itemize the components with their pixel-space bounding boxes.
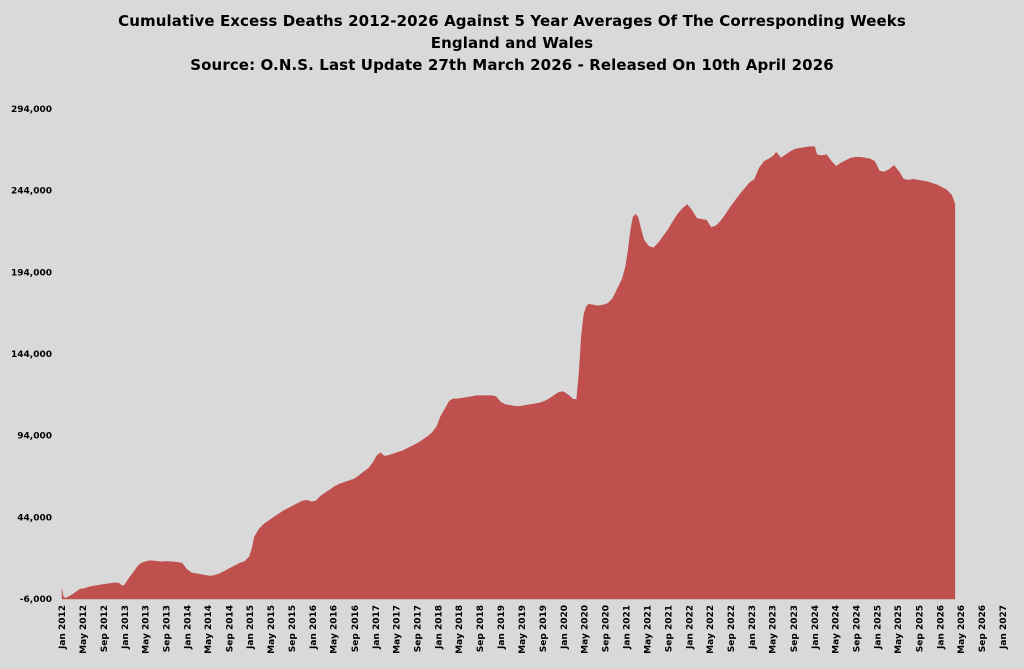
x-tick-label: Sep 2023 bbox=[790, 605, 800, 652]
x-tick-label: Sep 2021 bbox=[664, 605, 674, 652]
x-tick-label: May 2015 bbox=[267, 605, 277, 654]
x-tick-label: May 2018 bbox=[455, 605, 465, 654]
x-tick-label: May 2017 bbox=[392, 605, 402, 654]
x-tick-label: May 2020 bbox=[581, 605, 591, 654]
chart-title-line-3: Source: O.N.S. Last Update 27th March 20… bbox=[190, 56, 834, 74]
x-tick-label: May 2019 bbox=[518, 605, 528, 654]
chart-title: Cumulative Excess Deaths 2012-2026 Again… bbox=[0, 10, 1024, 76]
x-tick-label: May 2013 bbox=[142, 605, 152, 654]
y-tick-label: 194,000 bbox=[11, 268, 52, 278]
x-tick-label: Sep 2020 bbox=[602, 605, 612, 652]
x-tick-label: May 2016 bbox=[330, 605, 340, 654]
x-tick-label: Jan 2013 bbox=[121, 605, 131, 650]
x-tick-label: Jan 2020 bbox=[560, 605, 570, 650]
x-tick-label: Jan 2025 bbox=[874, 605, 884, 650]
x-tick-label: Sep 2018 bbox=[476, 605, 486, 652]
x-tick-label: Jan 2024 bbox=[811, 605, 821, 650]
x-tick-label: Sep 2025 bbox=[915, 605, 925, 652]
x-tick-label: Sep 2014 bbox=[225, 605, 235, 652]
x-tick-label: May 2023 bbox=[769, 605, 779, 654]
y-tick-label: 144,000 bbox=[11, 350, 52, 360]
x-tick-label: Jan 2017 bbox=[372, 605, 382, 650]
x-tick-label: May 2025 bbox=[894, 605, 904, 654]
chart-title-line-1: Cumulative Excess Deaths 2012-2026 Again… bbox=[118, 12, 906, 30]
x-tick-label: Sep 2015 bbox=[288, 605, 298, 652]
x-tick-label: Sep 2013 bbox=[163, 605, 173, 652]
x-tick-label: May 2022 bbox=[706, 605, 716, 654]
x-tick-label: Sep 2026 bbox=[978, 605, 988, 652]
y-tick-label: 294,000 bbox=[11, 105, 52, 115]
x-tick-label: May 2014 bbox=[204, 605, 214, 654]
x-tick-label: Jan 2018 bbox=[435, 605, 445, 650]
x-tick-label: Jan 2026 bbox=[936, 605, 946, 650]
y-tick-label: 44,000 bbox=[17, 513, 52, 523]
x-tick-label: Sep 2024 bbox=[853, 605, 863, 652]
x-tick-label: Sep 2012 bbox=[100, 605, 110, 652]
x-axis: Jan 2012 May 2012 Sep 2012 Jan 2013 May 2013… bbox=[58, 605, 1009, 654]
x-tick-label: Jan 2016 bbox=[309, 605, 319, 650]
x-tick-label: May 2026 bbox=[957, 605, 967, 654]
x-tick-label: Jan 2027 bbox=[999, 605, 1009, 650]
x-tick-label: May 2012 bbox=[79, 605, 89, 654]
x-tick-label: Jan 2014 bbox=[184, 605, 194, 650]
y-tick-label: 244,000 bbox=[11, 187, 52, 197]
area-series-0 bbox=[61, 146, 956, 600]
y-tick-label: -6,000 bbox=[20, 595, 52, 605]
x-tick-label: Jan 2015 bbox=[246, 605, 256, 650]
x-tick-label: Jan 2012 bbox=[58, 605, 68, 650]
x-tick-label: Jan 2022 bbox=[685, 605, 695, 650]
y-tick-label: 94,000 bbox=[17, 432, 52, 442]
x-tick-label: Jan 2021 bbox=[623, 605, 633, 650]
x-tick-label: Jan 2023 bbox=[748, 605, 758, 650]
x-tick-label: May 2024 bbox=[832, 605, 842, 654]
x-tick-label: Sep 2016 bbox=[351, 605, 361, 652]
x-tick-label: Sep 2017 bbox=[414, 605, 424, 652]
plot-area bbox=[61, 146, 956, 600]
y-axis: -6,000 44,000 94,000 144,000 194,000 244,000 2… bbox=[11, 105, 52, 605]
x-tick-label: Jan 2019 bbox=[497, 605, 507, 650]
x-tick-label: May 2021 bbox=[643, 605, 653, 654]
chart-title-line-2: England and Wales bbox=[430, 34, 594, 52]
x-tick-label: Sep 2019 bbox=[539, 605, 549, 652]
x-tick-label: Sep 2022 bbox=[727, 605, 737, 652]
